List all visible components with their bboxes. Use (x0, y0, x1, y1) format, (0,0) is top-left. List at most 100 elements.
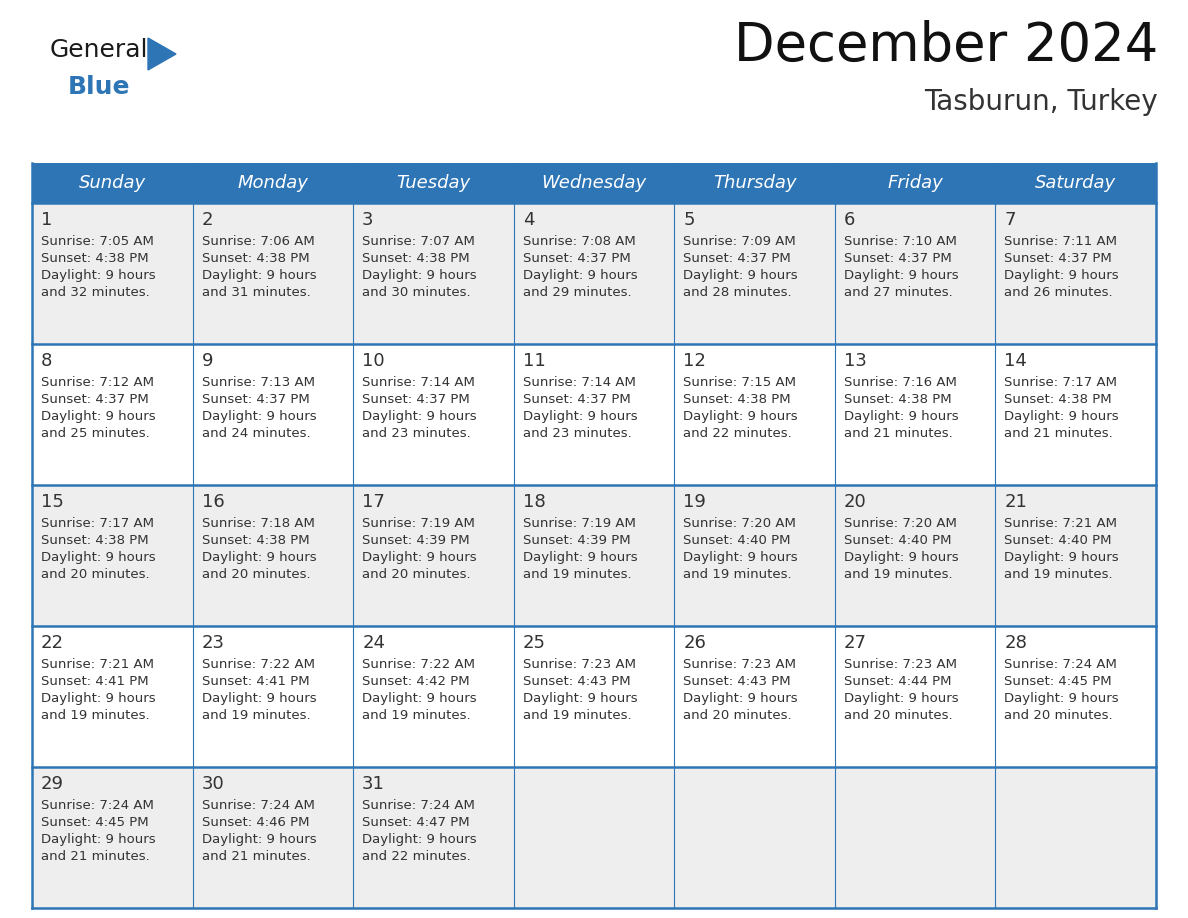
Text: Sunrise: 7:17 AM: Sunrise: 7:17 AM (1004, 376, 1118, 389)
Text: Sunset: 4:38 PM: Sunset: 4:38 PM (1004, 393, 1112, 406)
Text: Sunset: 4:45 PM: Sunset: 4:45 PM (42, 816, 148, 829)
Text: Sunrise: 7:12 AM: Sunrise: 7:12 AM (42, 376, 154, 389)
Text: 15: 15 (42, 493, 64, 511)
Text: Sunrise: 7:20 AM: Sunrise: 7:20 AM (843, 517, 956, 530)
Text: 12: 12 (683, 352, 706, 370)
Text: Sunset: 4:45 PM: Sunset: 4:45 PM (1004, 675, 1112, 688)
Text: and 19 minutes.: and 19 minutes. (1004, 568, 1113, 581)
Text: Daylight: 9 hours: Daylight: 9 hours (362, 692, 476, 705)
Text: General: General (50, 38, 148, 62)
Text: Wednesday: Wednesday (542, 174, 646, 192)
Text: Sunset: 4:39 PM: Sunset: 4:39 PM (362, 534, 469, 547)
Text: Daylight: 9 hours: Daylight: 9 hours (202, 551, 316, 564)
Text: Sunrise: 7:10 AM: Sunrise: 7:10 AM (843, 235, 956, 248)
Text: Sunrise: 7:19 AM: Sunrise: 7:19 AM (523, 517, 636, 530)
Bar (353, 163, 513, 203)
Text: Sunrise: 7:21 AM: Sunrise: 7:21 AM (1004, 517, 1118, 530)
Text: Sunset: 4:38 PM: Sunset: 4:38 PM (683, 393, 791, 406)
Bar (32, 344, 1156, 485)
Text: 19: 19 (683, 493, 706, 511)
Text: Blue: Blue (68, 75, 131, 99)
Text: Daylight: 9 hours: Daylight: 9 hours (202, 269, 316, 282)
Text: 13: 13 (843, 352, 867, 370)
Text: Sunset: 4:37 PM: Sunset: 4:37 PM (843, 252, 952, 265)
Text: Sunrise: 7:21 AM: Sunrise: 7:21 AM (42, 658, 154, 671)
Text: and 20 minutes.: and 20 minutes. (362, 568, 470, 581)
Text: 14: 14 (1004, 352, 1028, 370)
Text: Sunrise: 7:09 AM: Sunrise: 7:09 AM (683, 235, 796, 248)
Text: 1: 1 (42, 211, 52, 229)
Text: and 23 minutes.: and 23 minutes. (362, 427, 470, 440)
Bar (32, 485, 1156, 626)
Text: Sunset: 4:37 PM: Sunset: 4:37 PM (42, 393, 148, 406)
Text: Daylight: 9 hours: Daylight: 9 hours (42, 692, 156, 705)
Text: 27: 27 (843, 634, 867, 652)
Text: Daylight: 9 hours: Daylight: 9 hours (362, 269, 476, 282)
Text: Sunrise: 7:06 AM: Sunrise: 7:06 AM (202, 235, 315, 248)
Text: and 32 minutes.: and 32 minutes. (42, 286, 150, 299)
Text: Daylight: 9 hours: Daylight: 9 hours (1004, 692, 1119, 705)
Text: Sunrise: 7:20 AM: Sunrise: 7:20 AM (683, 517, 796, 530)
Text: and 21 minutes.: and 21 minutes. (843, 427, 953, 440)
Bar (32, 767, 1156, 908)
Text: and 27 minutes.: and 27 minutes. (843, 286, 953, 299)
Text: Friday: Friday (887, 174, 943, 192)
Text: and 30 minutes.: and 30 minutes. (362, 286, 470, 299)
Text: and 20 minutes.: and 20 minutes. (42, 568, 150, 581)
Text: 16: 16 (202, 493, 225, 511)
Text: Sunrise: 7:23 AM: Sunrise: 7:23 AM (683, 658, 796, 671)
Text: Daylight: 9 hours: Daylight: 9 hours (523, 269, 637, 282)
Text: and 20 minutes.: and 20 minutes. (202, 568, 310, 581)
Text: and 28 minutes.: and 28 minutes. (683, 286, 792, 299)
Text: Sunday: Sunday (78, 174, 146, 192)
Text: Sunrise: 7:22 AM: Sunrise: 7:22 AM (362, 658, 475, 671)
Text: Sunrise: 7:23 AM: Sunrise: 7:23 AM (523, 658, 636, 671)
Text: Sunset: 4:46 PM: Sunset: 4:46 PM (202, 816, 309, 829)
Bar (675, 163, 835, 203)
Text: Sunset: 4:40 PM: Sunset: 4:40 PM (1004, 534, 1112, 547)
Text: 21: 21 (1004, 493, 1028, 511)
Text: and 19 minutes.: and 19 minutes. (843, 568, 953, 581)
Text: Daylight: 9 hours: Daylight: 9 hours (1004, 410, 1119, 423)
Text: Sunrise: 7:07 AM: Sunrise: 7:07 AM (362, 235, 475, 248)
Text: 24: 24 (362, 634, 385, 652)
Text: Daylight: 9 hours: Daylight: 9 hours (523, 410, 637, 423)
Text: Daylight: 9 hours: Daylight: 9 hours (202, 692, 316, 705)
Text: Tuesday: Tuesday (397, 174, 470, 192)
Text: and 20 minutes.: and 20 minutes. (1004, 709, 1113, 722)
Text: 2: 2 (202, 211, 213, 229)
Bar (513, 163, 675, 203)
Text: Daylight: 9 hours: Daylight: 9 hours (202, 410, 316, 423)
Text: and 21 minutes.: and 21 minutes. (1004, 427, 1113, 440)
Text: Sunrise: 7:16 AM: Sunrise: 7:16 AM (843, 376, 956, 389)
Text: and 24 minutes.: and 24 minutes. (202, 427, 310, 440)
Text: Sunrise: 7:24 AM: Sunrise: 7:24 AM (1004, 658, 1117, 671)
Text: Sunrise: 7:08 AM: Sunrise: 7:08 AM (523, 235, 636, 248)
Text: 6: 6 (843, 211, 855, 229)
Text: Sunset: 4:38 PM: Sunset: 4:38 PM (42, 252, 148, 265)
Text: 28: 28 (1004, 634, 1028, 652)
Text: 23: 23 (202, 634, 225, 652)
Text: 20: 20 (843, 493, 866, 511)
Text: 22: 22 (42, 634, 64, 652)
Text: Tasburun, Turkey: Tasburun, Turkey (924, 88, 1158, 116)
Text: and 20 minutes.: and 20 minutes. (683, 709, 792, 722)
Text: Sunrise: 7:24 AM: Sunrise: 7:24 AM (202, 799, 315, 812)
Text: Daylight: 9 hours: Daylight: 9 hours (1004, 551, 1119, 564)
Text: Sunrise: 7:11 AM: Sunrise: 7:11 AM (1004, 235, 1118, 248)
Text: 29: 29 (42, 775, 64, 793)
Text: Sunset: 4:41 PM: Sunset: 4:41 PM (42, 675, 148, 688)
Text: 17: 17 (362, 493, 385, 511)
Text: Sunrise: 7:14 AM: Sunrise: 7:14 AM (523, 376, 636, 389)
Text: Daylight: 9 hours: Daylight: 9 hours (843, 269, 959, 282)
Text: Sunrise: 7:15 AM: Sunrise: 7:15 AM (683, 376, 796, 389)
Text: Daylight: 9 hours: Daylight: 9 hours (42, 551, 156, 564)
Bar (192, 163, 353, 203)
Text: Sunrise: 7:22 AM: Sunrise: 7:22 AM (202, 658, 315, 671)
Text: 25: 25 (523, 634, 545, 652)
Text: and 23 minutes.: and 23 minutes. (523, 427, 632, 440)
Text: 18: 18 (523, 493, 545, 511)
Text: Sunset: 4:37 PM: Sunset: 4:37 PM (523, 252, 631, 265)
Text: and 19 minutes.: and 19 minutes. (523, 568, 631, 581)
Text: 8: 8 (42, 352, 52, 370)
